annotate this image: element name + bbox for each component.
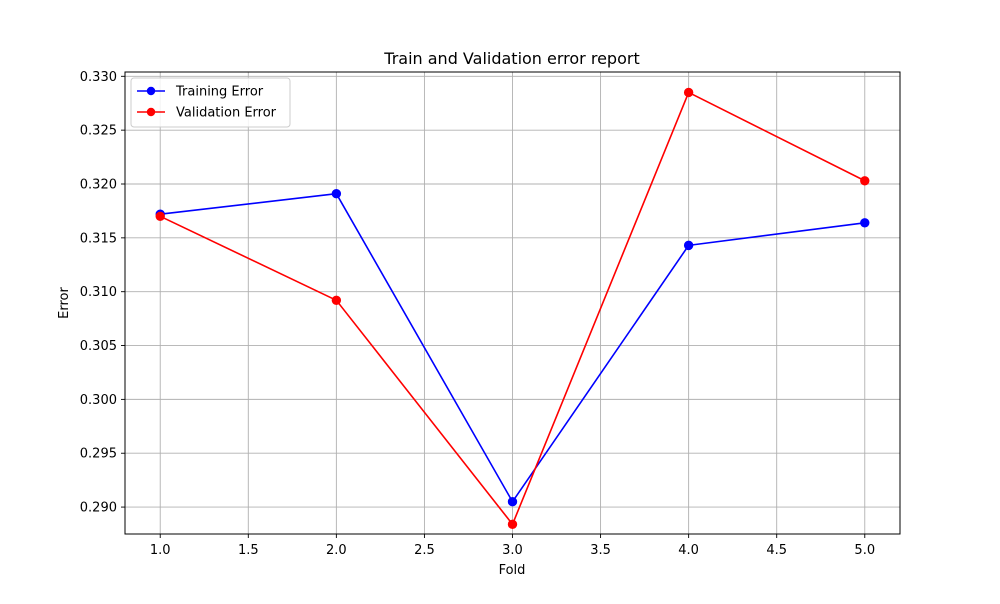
x-tick-label: 1.0 [150,543,171,558]
legend-label: Validation Error [176,106,277,121]
x-tick-label: 5.0 [854,543,875,558]
series-validation-error [155,87,870,530]
data-point [860,176,870,186]
y-tick-label: 0.305 [80,339,117,354]
legend-marker [146,107,156,117]
legend-entry: Validation Error [137,106,277,121]
x-tick-label: 2.5 [414,543,435,558]
y-tick-label: 0.330 [80,70,117,85]
series-layer [155,87,870,530]
y-tick-label: 0.320 [80,178,117,193]
y-tick-label: 0.310 [80,285,117,300]
legend-label: Training Error [175,85,264,100]
x-tick-label: 2.0 [326,543,347,558]
y-tick-label: 0.290 [80,501,117,516]
y-tick-label: 0.300 [80,393,117,408]
data-point [155,211,165,222]
data-point [683,240,694,251]
legend-entry: Training Error [137,85,264,100]
x-tick-label: 3.0 [502,543,523,558]
data-point [507,519,518,530]
x-axis-label: Fold [499,563,526,578]
data-point [860,218,870,228]
x-tick-label: 1.5 [238,543,259,558]
legend-marker [146,86,156,96]
y-axis-label: Error [57,287,72,319]
legend-box [130,77,291,128]
x-tick-label: 3.5 [590,543,611,558]
chart-title: Train and Validation error report [383,49,639,68]
legend: Training Error Validation Error [130,77,291,128]
data-point [331,295,342,306]
grid-lines [125,72,900,534]
x-tick-label: 4.5 [766,543,787,558]
y-tick-label: 0.295 [80,447,117,462]
axis-ticks: 1.0 1.5 2.0 2.5 3.0 3.5 4.0 4.5 5.0 0.290 0.295 0.3… [80,70,875,558]
y-tick-label: 0.325 [80,124,117,139]
x-tick-label: 4.0 [678,543,699,558]
data-point [331,188,342,199]
data-point [683,87,694,98]
y-tick-label: 0.315 [80,231,117,246]
data-point [507,496,518,507]
